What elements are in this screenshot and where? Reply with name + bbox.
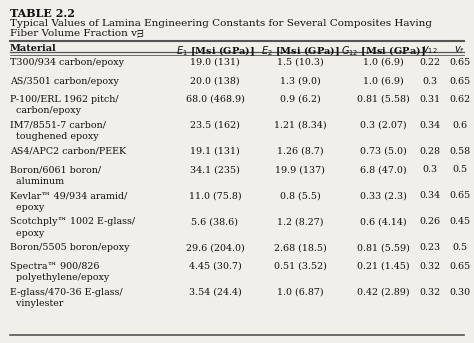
Text: Fiber Volume Fraction vᴟ: Fiber Volume Fraction vᴟ xyxy=(10,29,144,38)
Text: Typical Values of Lamina Engineering Constants for Several Composites Having: Typical Values of Lamina Engineering Con… xyxy=(10,19,432,28)
Text: E-glass/470-36 E-glass/
  vinylester: E-glass/470-36 E-glass/ vinylester xyxy=(10,288,123,308)
Text: Spectra™ 900/826
  polyethylene/epoxy: Spectra™ 900/826 polyethylene/epoxy xyxy=(10,262,109,282)
Text: 1.0 (6.9): 1.0 (6.9) xyxy=(363,76,403,85)
Text: Boron/6061 boron/
  aluminum: Boron/6061 boron/ aluminum xyxy=(10,166,101,186)
Text: 0.65: 0.65 xyxy=(449,191,471,201)
Text: $E_1$ [Msi (GPa)]: $E_1$ [Msi (GPa)] xyxy=(175,44,255,58)
Text: 0.31: 0.31 xyxy=(419,95,440,104)
Text: 0.65: 0.65 xyxy=(449,58,471,67)
Text: 20.0 (138): 20.0 (138) xyxy=(190,76,240,85)
Text: 0.5: 0.5 xyxy=(453,244,467,252)
Text: 1.0 (6.87): 1.0 (6.87) xyxy=(277,288,323,297)
Text: 0.21 (1.45): 0.21 (1.45) xyxy=(357,262,410,271)
Text: 0.65: 0.65 xyxy=(449,262,471,271)
Text: 11.0 (75.8): 11.0 (75.8) xyxy=(189,191,241,201)
Text: 23.5 (162): 23.5 (162) xyxy=(190,121,240,130)
Text: 0.3 (2.07): 0.3 (2.07) xyxy=(360,121,406,130)
Text: 3.54 (24.4): 3.54 (24.4) xyxy=(189,288,241,297)
Text: 0.81 (5.58): 0.81 (5.58) xyxy=(356,95,410,104)
Text: $E_2$ [Msi (GPa)]: $E_2$ [Msi (GPa)] xyxy=(261,44,339,58)
Text: 0.45: 0.45 xyxy=(449,217,471,226)
Text: 19.0 (131): 19.0 (131) xyxy=(190,58,240,67)
Text: AS/3501 carbon/epoxy: AS/3501 carbon/epoxy xyxy=(10,76,119,85)
Text: $v_{12}$: $v_{12}$ xyxy=(422,44,438,56)
Text: 29.6 (204.0): 29.6 (204.0) xyxy=(186,244,245,252)
Text: 0.5: 0.5 xyxy=(453,166,467,175)
Text: 1.26 (8.7): 1.26 (8.7) xyxy=(277,147,323,156)
Text: 68.0 (468.9): 68.0 (468.9) xyxy=(185,95,245,104)
Text: 0.65: 0.65 xyxy=(449,76,471,85)
Text: 1.2 (8.27): 1.2 (8.27) xyxy=(277,217,323,226)
Text: $G_{12}$ [Msi (GPa)]: $G_{12}$ [Msi (GPa)] xyxy=(341,44,425,58)
Text: 5.6 (38.6): 5.6 (38.6) xyxy=(191,217,238,226)
Text: 19.1 (131): 19.1 (131) xyxy=(190,147,240,156)
Text: Kevlar™ 49/934 aramid/
  epoxy: Kevlar™ 49/934 aramid/ epoxy xyxy=(10,191,128,212)
Text: 0.73 (5.0): 0.73 (5.0) xyxy=(360,147,406,156)
Text: T300/934 carbon/epoxy: T300/934 carbon/epoxy xyxy=(10,58,124,67)
Text: Scotchply™ 1002 E-glass/
  epoxy: Scotchply™ 1002 E-glass/ epoxy xyxy=(10,217,135,238)
Text: Boron/5505 boron/epoxy: Boron/5505 boron/epoxy xyxy=(10,244,129,252)
Text: $v_f$: $v_f$ xyxy=(455,44,465,56)
Text: 0.28: 0.28 xyxy=(419,147,440,156)
Text: 0.9 (6.2): 0.9 (6.2) xyxy=(280,95,320,104)
Text: 0.3: 0.3 xyxy=(422,166,438,175)
Text: 0.26: 0.26 xyxy=(419,217,440,226)
Text: 6.8 (47.0): 6.8 (47.0) xyxy=(360,166,406,175)
Text: 0.42 (2.89): 0.42 (2.89) xyxy=(357,288,410,297)
Text: 0.6: 0.6 xyxy=(453,121,467,130)
Text: TABLE 2.2: TABLE 2.2 xyxy=(10,8,75,19)
Text: AS4/APC2 carbon/PEEK: AS4/APC2 carbon/PEEK xyxy=(10,147,126,156)
Text: 1.3 (9.0): 1.3 (9.0) xyxy=(280,76,320,85)
Text: 1.0 (6.9): 1.0 (6.9) xyxy=(363,58,403,67)
Text: 0.34: 0.34 xyxy=(419,121,440,130)
Text: Material: Material xyxy=(10,44,57,53)
Text: 0.32: 0.32 xyxy=(419,262,440,271)
Text: IM7/8551-7 carbon/
  toughened epoxy: IM7/8551-7 carbon/ toughened epoxy xyxy=(10,121,106,141)
Text: 0.32: 0.32 xyxy=(419,288,440,297)
Text: 4.45 (30.7): 4.45 (30.7) xyxy=(189,262,241,271)
Text: 1.21 (8.34): 1.21 (8.34) xyxy=(273,121,326,130)
Text: 0.58: 0.58 xyxy=(449,147,471,156)
Text: 0.22: 0.22 xyxy=(419,58,440,67)
Text: 0.23: 0.23 xyxy=(419,244,440,252)
Text: 34.1 (235): 34.1 (235) xyxy=(190,166,240,175)
Text: 2.68 (18.5): 2.68 (18.5) xyxy=(273,244,327,252)
Text: 0.6 (4.14): 0.6 (4.14) xyxy=(360,217,406,226)
Text: 1.5 (10.3): 1.5 (10.3) xyxy=(277,58,323,67)
Text: 0.33 (2.3): 0.33 (2.3) xyxy=(360,191,406,201)
Text: 0.62: 0.62 xyxy=(449,95,471,104)
Text: 0.30: 0.30 xyxy=(449,288,471,297)
Text: P-100/ERL 1962 pitch/
  carbon/epoxy: P-100/ERL 1962 pitch/ carbon/epoxy xyxy=(10,95,118,116)
Text: 0.34: 0.34 xyxy=(419,191,440,201)
Text: 0.51 (3.52): 0.51 (3.52) xyxy=(273,262,327,271)
Text: 0.81 (5.59): 0.81 (5.59) xyxy=(356,244,410,252)
Text: 19.9 (137): 19.9 (137) xyxy=(275,166,325,175)
Text: 0.3: 0.3 xyxy=(422,76,438,85)
Text: 0.8 (5.5): 0.8 (5.5) xyxy=(280,191,320,201)
